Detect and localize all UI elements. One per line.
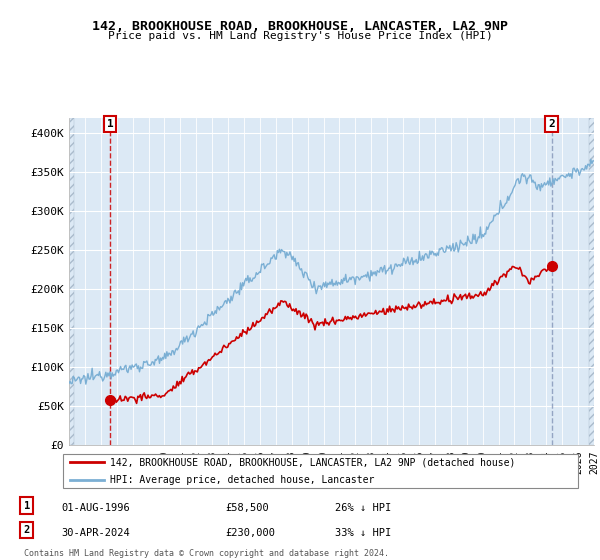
Text: 1: 1 [107, 119, 113, 129]
Text: 30-APR-2024: 30-APR-2024 [61, 528, 130, 538]
Text: 26% ↓ HPI: 26% ↓ HPI [335, 503, 391, 513]
Text: Contains HM Land Registry data © Crown copyright and database right 2024.
This d: Contains HM Land Registry data © Crown c… [23, 549, 389, 560]
Text: HPI: Average price, detached house, Lancaster: HPI: Average price, detached house, Lanc… [110, 475, 374, 485]
Text: 1: 1 [23, 501, 30, 511]
Bar [69, 118, 74, 445]
Text: 2: 2 [23, 525, 30, 535]
Text: Price paid vs. HM Land Registry's House Price Index (HPI): Price paid vs. HM Land Registry's House … [107, 31, 493, 41]
Text: 142, BROOKHOUSE ROAD, BROOKHOUSE, LANCASTER, LA2 9NP (detached house): 142, BROOKHOUSE ROAD, BROOKHOUSE, LANCAS… [110, 457, 515, 467]
Text: £230,000: £230,000 [225, 528, 275, 538]
Text: 2: 2 [548, 119, 555, 129]
Bar [589, 118, 597, 445]
FancyBboxPatch shape [62, 454, 578, 488]
Text: 142, BROOKHOUSE ROAD, BROOKHOUSE, LANCASTER, LA2 9NP: 142, BROOKHOUSE ROAD, BROOKHOUSE, LANCAS… [92, 20, 508, 32]
Text: £58,500: £58,500 [225, 503, 269, 513]
Text: 33% ↓ HPI: 33% ↓ HPI [335, 528, 391, 538]
Text: 01-AUG-1996: 01-AUG-1996 [61, 503, 130, 513]
